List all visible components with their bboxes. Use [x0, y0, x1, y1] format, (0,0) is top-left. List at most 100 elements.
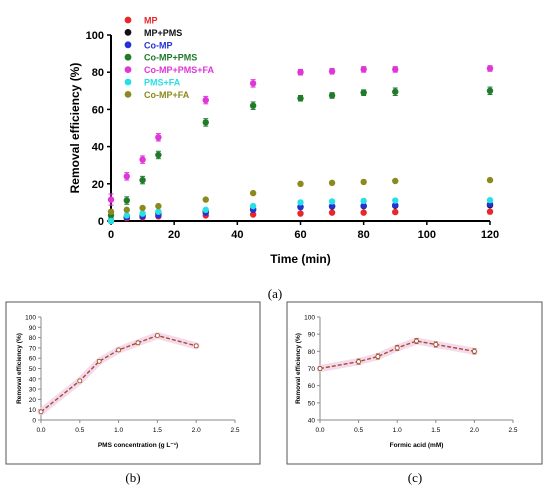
- y-tick-label: 60: [29, 356, 37, 363]
- data-point: [297, 69, 304, 76]
- data-point: [360, 66, 367, 73]
- data-point: [249, 102, 257, 109]
- data-point: [297, 203, 304, 211]
- data-point: [297, 210, 304, 217]
- x-tick-label: 1.0: [393, 427, 402, 434]
- data-point: [486, 196, 494, 204]
- legend-label: Co-MP+PMS+FA: [144, 65, 215, 75]
- data-point: [297, 95, 304, 102]
- y-tick-label: 60: [92, 104, 104, 116]
- y-tick-label: 50: [29, 366, 37, 373]
- data-point: [139, 156, 146, 163]
- y-tick-label: 0: [32, 418, 36, 425]
- panel-label-a: (a): [268, 286, 282, 301]
- data-point: [486, 87, 494, 95]
- x-tick-label: 1.5: [431, 427, 440, 434]
- y-axis-title: Removal efficiency (%): [295, 333, 302, 404]
- x-tick-label: 120: [481, 229, 499, 241]
- panel-c-frame: [286, 301, 543, 465]
- y-axis-title: Removal efficiency (%): [68, 63, 82, 194]
- y-tick-label: 70: [29, 345, 37, 352]
- y-tick-label: 90: [308, 332, 316, 339]
- data-point: [414, 338, 419, 344]
- x-tick-label: 0.5: [354, 427, 363, 434]
- panel-c-chart: 0.0 0.5 1.0 1.5 2.0 2.5 40 50 60 70 80 90 100 Formic …: [286, 301, 543, 485]
- y-tick-label: 100: [304, 315, 315, 322]
- data-point: [392, 201, 399, 209]
- data-point: [360, 197, 367, 205]
- data-point: [297, 199, 304, 206]
- data-point: [328, 92, 336, 99]
- legend-marker: [124, 41, 132, 49]
- x-tick-label: 80: [358, 229, 370, 241]
- x-tick-label: 0.0: [315, 427, 324, 434]
- panel-b-chart: 0.0 0.5 1.0 1.5 2.0 2.5 0 10 20 30 40 50 60 70 80 90 100…: [5, 301, 261, 485]
- y-tick-label: 0: [98, 216, 104, 228]
- data-point: [202, 119, 209, 126]
- legend-label: Co-MP: [144, 40, 173, 50]
- x-tick-label: 2.0: [470, 427, 479, 434]
- data-point: [249, 202, 257, 210]
- x-axis-title: Formic acid (mM): [390, 442, 444, 449]
- x-tick-label: 0: [108, 229, 114, 241]
- x-tick-label: 20: [168, 229, 180, 241]
- data-point: [139, 204, 146, 212]
- y-tick-label: 80: [29, 335, 37, 342]
- data-point: [107, 196, 115, 203]
- data-point: [375, 354, 381, 359]
- x-tick-label: 1.5: [153, 427, 162, 434]
- x-tick-label: 2.0: [192, 427, 201, 434]
- data-point: [360, 202, 367, 209]
- data-point: [135, 340, 141, 346]
- legend-marker: [124, 91, 132, 98]
- data-point: [155, 151, 162, 159]
- y-tick-label: 40: [92, 142, 104, 154]
- data-point: [328, 202, 336, 210]
- data-point: [155, 202, 162, 210]
- data-point: [155, 208, 162, 215]
- data-point: [96, 358, 102, 364]
- data-point: [486, 176, 494, 184]
- y-tick-label: 20: [92, 179, 104, 191]
- y-tick-label: 10: [29, 407, 37, 414]
- data-point: [202, 196, 209, 203]
- legend-label: Co-MP+FA: [144, 90, 190, 100]
- y-tick-label: 40: [308, 418, 316, 425]
- data-point: [193, 343, 199, 349]
- x-axis-title: Time (min): [270, 252, 330, 266]
- legend-marker: [124, 53, 132, 61]
- data-point: [139, 210, 146, 217]
- y-tick-label: 80: [92, 67, 104, 79]
- data-point: [202, 206, 209, 214]
- y-tick-label: 20: [29, 397, 37, 404]
- y-tick-label: 50: [308, 400, 316, 407]
- x-tick-label: 2.5: [508, 427, 517, 434]
- panel-c-label: (c): [408, 470, 422, 485]
- data-point: [392, 197, 399, 204]
- data-point: [154, 333, 160, 338]
- data-point: [107, 217, 115, 225]
- legend-label: Co-MP+PMS: [144, 53, 197, 63]
- data-point: [486, 208, 494, 215]
- data-point: [116, 347, 122, 353]
- data-point: [471, 348, 477, 354]
- data-point: [328, 68, 336, 75]
- data-point: [392, 88, 399, 95]
- y-tick-label: 40: [29, 376, 37, 383]
- y-tick-label: 80: [308, 349, 316, 356]
- panel-a-chart: 0 20 40 60 80 100 120 0 20 40 60 80 100 Time (min) Rem…: [68, 16, 499, 302]
- x-tick-label: 60: [294, 229, 306, 241]
- y-tick-label: 100: [86, 30, 104, 42]
- data-point: [317, 366, 323, 371]
- legend-label: MP: [144, 16, 158, 26]
- data-point: [249, 80, 257, 87]
- data-point: [107, 208, 115, 215]
- data-point: [328, 209, 336, 216]
- data-point: [297, 180, 304, 187]
- data-point: [139, 176, 146, 184]
- data-point: [433, 342, 439, 347]
- legend-marker: [124, 78, 132, 86]
- data-point: [360, 209, 367, 216]
- y-axis-title: Removal efficiency (%): [16, 333, 23, 404]
